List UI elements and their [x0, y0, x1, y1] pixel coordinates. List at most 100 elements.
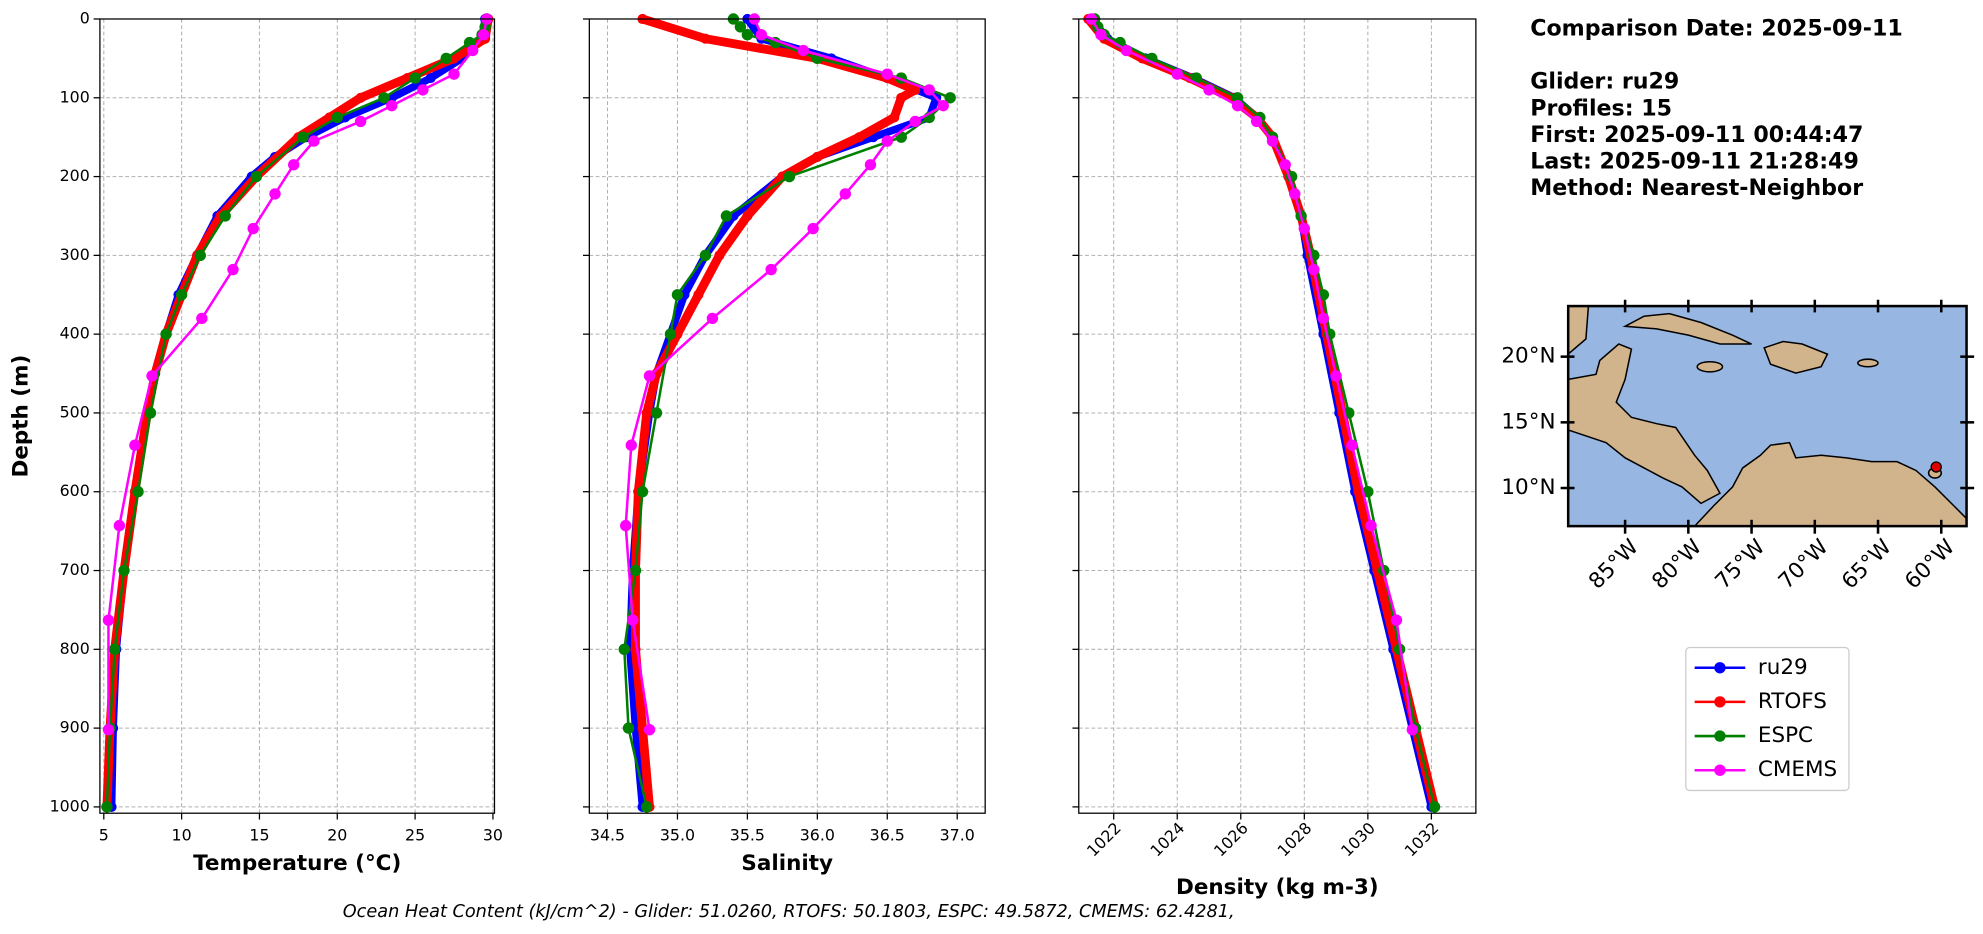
profile-marker — [448, 68, 460, 80]
y-axis-label: Depth (m) — [8, 355, 33, 478]
map-x-label: 85°W — [1584, 535, 1644, 595]
y-tick-label: 0 — [80, 8, 90, 27]
map-x-label: 65°W — [1837, 535, 1897, 595]
profile-marker — [620, 519, 632, 532]
info-line: Profiles: 15 — [1530, 95, 1672, 121]
profile-line — [1090, 18, 1414, 730]
y-tick-label: 700 — [60, 560, 90, 579]
profile-marker — [714, 250, 725, 261]
x-tick-label: 1022 — [1083, 818, 1125, 860]
profile-marker — [1120, 44, 1133, 57]
profile-marker — [297, 131, 309, 143]
glider-location — [1930, 461, 1942, 473]
info-line: First: 2025-09-11 00:44:47 — [1530, 122, 1863, 148]
jamaica — [1696, 360, 1724, 373]
profile-marker — [1231, 92, 1244, 104]
profile-marker — [109, 643, 121, 656]
profile-marker — [1171, 68, 1183, 80]
profile-marker — [706, 312, 719, 325]
profile-marker — [269, 188, 281, 200]
legend-label: ru29 — [1758, 655, 1808, 680]
x-tick-label: 1032 — [1401, 818, 1443, 860]
legend-marker — [1714, 764, 1726, 776]
profile-marker — [425, 73, 436, 84]
profile-marker — [812, 151, 823, 162]
profile-marker — [1095, 29, 1107, 41]
legend-label: CMEMS — [1758, 757, 1837, 782]
profile-marker — [618, 643, 630, 656]
legend-label: ESPC — [1758, 723, 1813, 748]
profile-marker — [146, 370, 158, 382]
x-tick-label: 34.5 — [590, 825, 625, 844]
profile-marker — [1390, 614, 1403, 626]
profile-line — [107, 18, 488, 730]
x-tick-label: 30 — [483, 825, 503, 844]
profile-marker — [288, 159, 300, 171]
x-tick-label: 37.0 — [940, 825, 975, 844]
map-x-label: 60°W — [1900, 535, 1960, 595]
footer: Ocean Heat Content (kJ/cm^2) - Glider: 5… — [343, 902, 1235, 922]
profile-marker — [839, 188, 851, 200]
y-tick-label: 1000 — [50, 796, 90, 815]
profile-marker — [944, 92, 956, 104]
profile-marker — [118, 564, 130, 577]
profile-marker — [699, 249, 712, 262]
profile-marker — [1250, 115, 1263, 128]
y-tick-label: 100 — [60, 87, 90, 106]
map-y-label: 20°N — [1501, 344, 1555, 369]
x-tick-label: 20 — [327, 825, 347, 844]
profile-marker — [765, 263, 777, 276]
info-line: Method: Nearest-Neighbor — [1530, 175, 1863, 201]
profile-marker — [1298, 222, 1311, 235]
profile-marker — [734, 21, 747, 33]
profile-marker — [144, 407, 157, 419]
profile-marker — [881, 68, 893, 80]
profile-marker — [308, 135, 320, 147]
x-tick-label: 5 — [99, 825, 109, 844]
profile-marker — [693, 289, 704, 300]
profile-marker — [1428, 801, 1441, 813]
profile-marker — [175, 289, 188, 301]
profile-marker — [1289, 188, 1301, 200]
profile-marker — [636, 486, 649, 498]
legend-marker — [1714, 696, 1726, 708]
profile-marker — [854, 132, 865, 143]
profile-marker — [664, 328, 677, 340]
y-tick-label: 600 — [60, 481, 90, 500]
profile-marker — [196, 312, 208, 325]
puerto-rico — [1857, 358, 1879, 368]
profile-marker — [247, 222, 259, 235]
axes-frame — [1078, 18, 1477, 814]
profile-marker — [671, 289, 684, 301]
map-y-label: 10°N — [1501, 475, 1555, 500]
profile-marker — [1279, 159, 1291, 171]
profile-marker — [896, 92, 907, 103]
profile-marker — [627, 614, 639, 626]
legend-marker — [1714, 730, 1726, 742]
profile-marker — [331, 111, 343, 124]
profile-marker — [910, 84, 921, 95]
map-land — [1566, 304, 1968, 528]
profile-marker — [1330, 370, 1342, 382]
x-tick-label: 15 — [249, 825, 269, 844]
legend-label: RTOFS — [1758, 689, 1827, 714]
profile-marker — [227, 263, 239, 276]
y-tick-label: 200 — [60, 166, 90, 185]
profile-marker — [741, 29, 754, 41]
x-axis-label: Density (kg m-3) — [1176, 875, 1379, 900]
y-tick-label: 500 — [60, 402, 90, 421]
profile-marker — [160, 328, 172, 340]
profile-marker — [194, 249, 206, 262]
profile-marker — [1308, 263, 1320, 276]
profile-marker — [467, 44, 479, 57]
profile-marker — [354, 115, 367, 128]
profile-marker — [101, 801, 113, 813]
hispaniola — [1763, 340, 1829, 374]
map-frame — [1566, 304, 1968, 528]
profile-marker — [755, 29, 768, 41]
profile-marker — [742, 210, 753, 222]
x-axis-label: Temperature (°C) — [193, 851, 401, 876]
profile-marker — [417, 84, 429, 96]
